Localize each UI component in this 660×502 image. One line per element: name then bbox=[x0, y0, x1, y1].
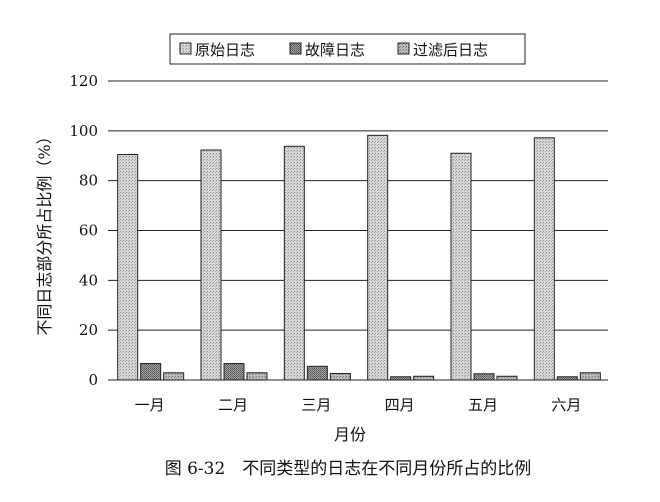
x-tick-label-6: 六月 bbox=[551, 396, 581, 414]
x-axis-title: 月份 bbox=[334, 425, 366, 444]
x-tick-label-1: 一月 bbox=[135, 396, 165, 414]
y-tick-label-0: 0 bbox=[88, 371, 98, 389]
y-tick-label-1: 20 bbox=[79, 321, 98, 339]
bar-filtered-5 bbox=[496, 375, 518, 381]
bar-filtered-6 bbox=[579, 372, 601, 381]
bar-filtered-3 bbox=[329, 373, 351, 381]
bars bbox=[117, 134, 601, 381]
y-axis-ticks: 0 20 40 60 80 100 120 bbox=[69, 72, 98, 389]
legend-label-fault: 故障日志 bbox=[305, 41, 365, 59]
y-tick-label-2: 40 bbox=[79, 271, 98, 289]
bar-original-2 bbox=[200, 149, 222, 381]
bar-fault-3 bbox=[306, 365, 328, 381]
bar-original-4 bbox=[367, 134, 389, 381]
bar-fault-5 bbox=[473, 373, 495, 381]
bar-fault-6 bbox=[556, 376, 578, 381]
bar-original-5 bbox=[450, 152, 472, 381]
bar-filtered-2 bbox=[246, 372, 268, 381]
legend-swatch-filtered bbox=[397, 42, 410, 55]
y-axis-title: 不同日志部分所占比例（%） bbox=[35, 128, 54, 335]
gridlines bbox=[108, 80, 608, 381]
legend-swatch-fault bbox=[289, 42, 302, 55]
legend: 原始日志 故障日志 过滤后日志 bbox=[169, 33, 526, 65]
legend-label-original: 原始日志 bbox=[195, 41, 255, 59]
bar-fault-1 bbox=[140, 363, 162, 381]
figure-caption: 图 6-32 不同类型的日志在不同月份所占的比例 bbox=[165, 459, 532, 479]
legend-box bbox=[169, 33, 526, 65]
legend-label-filtered: 过滤后日志 bbox=[413, 41, 488, 59]
x-axis-ticks: 一月 二月 三月 四月 五月 六月 bbox=[135, 396, 582, 414]
x-tick-label-4: 四月 bbox=[385, 396, 415, 414]
y-tick-label-3: 60 bbox=[79, 222, 98, 240]
bar-original-1 bbox=[117, 154, 139, 381]
bar-original-3 bbox=[283, 145, 305, 381]
x-tick-label-2: 二月 bbox=[218, 396, 248, 414]
y-tick-label-4: 80 bbox=[79, 172, 98, 190]
legend-swatch-original bbox=[179, 42, 192, 55]
bar-original-6 bbox=[533, 137, 555, 381]
bar-filtered-1 bbox=[163, 372, 185, 381]
y-tick-label-6: 120 bbox=[69, 72, 98, 90]
x-tick-label-5: 五月 bbox=[468, 396, 498, 414]
bar-fault-2 bbox=[223, 363, 245, 381]
y-tick-label-5: 100 bbox=[69, 122, 98, 140]
bar-filtered-4 bbox=[413, 375, 435, 381]
bar-fault-4 bbox=[390, 376, 412, 381]
x-tick-label-3: 三月 bbox=[301, 396, 331, 414]
